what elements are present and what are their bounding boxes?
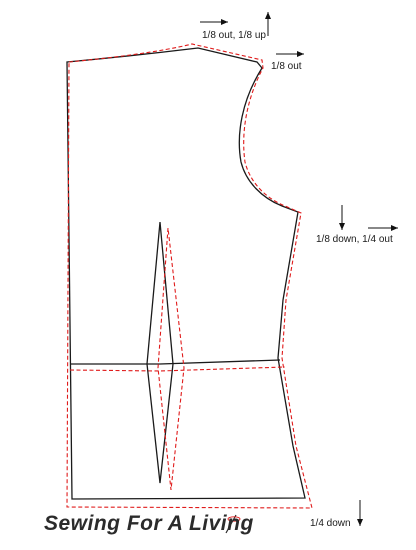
altered-dart	[157, 227, 185, 491]
original-waistline	[70, 359, 281, 365]
side-seam-annotation: 1/8 down, 1/4 out	[316, 234, 393, 245]
shoulder-annotation: 1/8 out	[271, 61, 302, 72]
neck-annotation: 1/8 out, 1/8 up	[202, 30, 266, 41]
original-dart	[146, 221, 174, 484]
altered-waistline	[69, 366, 286, 372]
original-bodice-outline	[66, 47, 306, 500]
brand-logo-text: Sewing For A Living	[44, 512, 254, 535]
altered-bodice-outline	[66, 43, 313, 509]
hem-annotation: 1/4 down	[310, 518, 351, 529]
needle-icon	[225, 514, 241, 534]
